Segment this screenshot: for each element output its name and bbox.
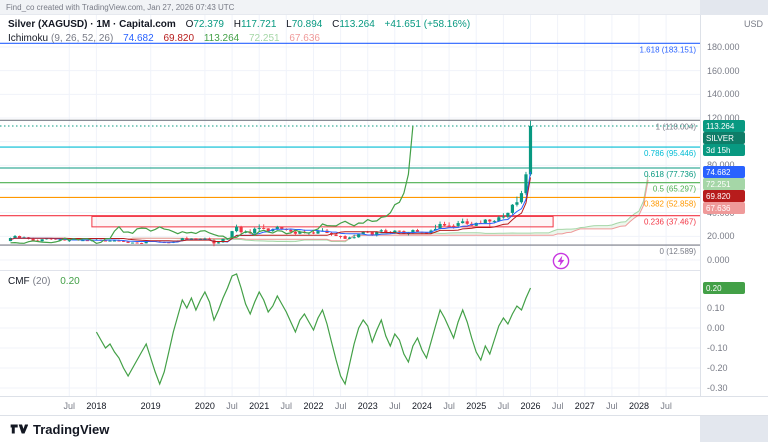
time-tick-label: 2025 (466, 401, 487, 411)
cmf-params: (20) (32, 276, 51, 287)
price-tick-label: 140.000 (707, 89, 740, 100)
price-tick-label: 20.000 (707, 231, 735, 242)
time-tick-label: Jul (226, 401, 238, 411)
time-tick-label: Jul (334, 401, 347, 411)
kijun-price-badge: 69.820 (703, 190, 745, 202)
time-tick-label: 2024 (411, 401, 432, 411)
last-price-badge: 113.264 (703, 120, 745, 132)
cmf-tick-label: -0.10 (707, 343, 728, 353)
low-label: L (286, 19, 292, 30)
time-tick-label: 2018 (86, 401, 107, 411)
currency-label: USD (743, 19, 763, 29)
svg-text:0.236 (37.467): 0.236 (37.467) (644, 218, 696, 227)
cmf-tick-label: -0.20 (707, 363, 728, 373)
leada-price-badge: 72.251 (703, 178, 745, 190)
ichimoku-value-leadb: 67.636 (289, 33, 320, 44)
ichimoku-params: (9, 26, 52, 26) (51, 33, 114, 44)
time-tick-label: Jul (606, 401, 618, 411)
flash-event-icon[interactable] (552, 252, 570, 270)
footer-corner (700, 416, 768, 442)
time-tick-label: 2023 (357, 401, 378, 411)
main-price-chart[interactable]: 1.618 (183.151) 1 (118.004) 0.786 (95.446)… (0, 15, 700, 270)
svg-text:1.618 (183.151): 1.618 (183.151) (640, 45, 697, 54)
ichimoku-value-chikou: 113.264 (203, 33, 240, 44)
leadb-price-badge: 67.636 (703, 202, 745, 214)
price-tick-label: 120.000 (707, 113, 740, 123)
time-tick-label: 2021 (249, 401, 270, 411)
svg-text:0.382 (52.858): 0.382 (52.858) (644, 199, 696, 208)
symbol-title[interactable]: Silver (XAGUSD) · 1M · Capital.com (8, 19, 176, 30)
time-tick-label: 2022 (303, 401, 324, 411)
cmf-title[interactable]: CMF (8, 276, 30, 287)
time-tick-label: Jul (660, 401, 672, 411)
attribution-bar: Find_co created with TradingView.com, Ja… (0, 0, 768, 15)
tradingview-logo-text: TradingView (33, 421, 110, 437)
time-tick-label: Jul (389, 401, 401, 411)
tenkan-price-badge: 74.682 (703, 166, 745, 178)
time-tick-label: Jul (497, 401, 510, 411)
time-tick-label: 2028 (629, 401, 650, 411)
time-tick-label: Jul (551, 401, 564, 411)
footer-bar: TradingView (0, 415, 768, 442)
svg-text:0.786 (95.446): 0.786 (95.446) (644, 149, 696, 158)
close-value: 113.264 (339, 19, 375, 30)
price-axis[interactable]: USD 113.264 SILVER 3d 15h 74.682 72.251 … (700, 15, 768, 396)
tradingview-logo[interactable]: TradingView (10, 421, 109, 437)
time-tick-label: Jul (280, 401, 293, 411)
open-value: 72.379 (193, 19, 224, 30)
tradingview-logo-icon (10, 424, 28, 434)
time-tick-label: 2026 (520, 401, 541, 411)
svg-text:0.5 (65.297): 0.5 (65.297) (653, 185, 696, 194)
cmf-legend: CMF (20) 0.20 (8, 276, 80, 287)
time-tick-label: 2027 (574, 401, 595, 411)
attribution-text: Find_co created with TradingView.com, Ja… (6, 3, 235, 12)
ichimoku-title[interactable]: Ichimoku (8, 33, 49, 44)
svg-text:1 (118.004): 1 (118.004) (656, 122, 697, 131)
price-tick-label: 160.000 (707, 65, 740, 76)
cmf-tick-label: 0.00 (707, 323, 725, 333)
cmf-value-badge: 0.20 (703, 282, 745, 294)
symbol-legend: Silver (XAGUSD) · 1M · Capital.com O72.3… (8, 19, 470, 30)
ichimoku-value-leada: 72.251 (249, 33, 280, 44)
cmf-tick-label: 0.10 (707, 303, 725, 313)
time-tick-label: Jul (443, 401, 455, 411)
cmf-value: 0.20 (60, 276, 80, 287)
cmf-indicator-chart[interactable] (0, 271, 700, 396)
bar-countdown-badge: 3d 15h (703, 144, 745, 156)
svg-text:0.618 (77.736): 0.618 (77.736) (644, 170, 696, 179)
change-value: +41.651 (+58.16%) (384, 19, 471, 30)
topbar-corner (700, 0, 768, 15)
high-label: H (233, 19, 241, 30)
ichimoku-value-tenkan: 74.682 (123, 33, 154, 44)
lightning-bolt-icon (552, 252, 570, 270)
symbol-badge: SILVER (703, 132, 745, 144)
ichimoku-value-kijun: 69.820 (163, 33, 195, 44)
pane-separator[interactable] (0, 270, 768, 271)
close-label: C (332, 19, 340, 30)
time-tick-label: 2019 (140, 401, 161, 411)
price-tick-label: 0.000 (707, 255, 730, 265)
low-value: 70.894 (291, 19, 323, 30)
svg-text:0 (12.589): 0 (12.589) (660, 247, 697, 256)
price-tick-label: 180.000 (707, 42, 740, 52)
time-axis[interactable]: Jul 2018 2019 2020 Jul 2021 Jul 2022 Jul 2023 Jul 2… (0, 396, 768, 415)
time-tick-label: 2020 (194, 401, 215, 411)
ichimoku-legend: Ichimoku (9, 26, 52, 26) 74.682 69.820 11… (8, 33, 320, 44)
price-tick-label: 80.000 (707, 160, 735, 170)
cmf-tick-label: -0.30 (707, 383, 728, 393)
high-value: 117.721 (240, 19, 277, 30)
time-tick-label: Jul (63, 401, 76, 411)
open-label: O (185, 19, 194, 30)
